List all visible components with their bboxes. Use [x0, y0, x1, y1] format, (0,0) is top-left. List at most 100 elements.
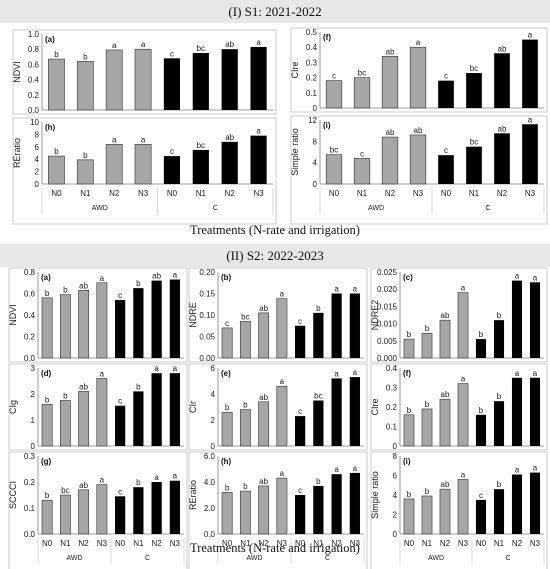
bar [276, 298, 288, 359]
y-tick-label: 0 [313, 180, 318, 189]
panel-label: (f) [323, 33, 331, 42]
significance-letter: a [353, 285, 358, 294]
significance-letter: a [515, 272, 520, 281]
x-tick-label: N2 [79, 539, 90, 548]
bar [493, 489, 505, 534]
chart-panel: 0.000 0.005 0.010 0.015 0.020 0.025 NDRE2 (c) b b… [370, 267, 548, 363]
x-tick-label: N0 [115, 539, 126, 548]
significance-letter: b [479, 406, 484, 415]
significance-letter: c [170, 147, 174, 156]
bar [403, 338, 415, 359]
bar [133, 487, 144, 534]
bar [331, 474, 342, 534]
significance-letter: b [497, 311, 502, 320]
significance-letter: ab [441, 480, 450, 489]
y-tick-label: 0.4 [24, 311, 36, 320]
y-tick-label: 8 [313, 137, 318, 146]
y-tick-label: 0.8 [24, 268, 36, 277]
significance-letter: a [280, 469, 285, 478]
bar [409, 46, 427, 109]
group-label: AWD [368, 205, 384, 212]
significance-letter: b [83, 151, 88, 160]
significance-letter: a [461, 470, 466, 479]
x-tick-label: N2 [440, 539, 451, 548]
significance-letter: b [45, 395, 50, 404]
bar [353, 77, 371, 109]
x-tick-label: N2 [512, 539, 523, 548]
chart-panel: 0.0 0.1 0.2 0.3 SCCCI (g) b bc ab a c b a a N0 N1 N2 N3 N0… [8, 451, 188, 569]
bar [76, 159, 94, 185]
significance-letter: b [136, 382, 141, 391]
significance-letter: b [407, 490, 412, 499]
bar [134, 144, 152, 185]
y-tick-label: 0.2 [28, 91, 40, 100]
significance-letter: a [173, 364, 178, 373]
y-tick-label: 0.8 [28, 45, 40, 54]
y-tick-label: 0.1 [386, 423, 398, 432]
y-tick-label: 6 [393, 472, 398, 481]
bar [403, 498, 415, 535]
x-tick-label: N3 [277, 539, 288, 548]
bar [325, 154, 343, 185]
significance-letter: c [118, 487, 122, 496]
section-2-title: (II) S2: 2022-2023 [0, 244, 550, 267]
bar [331, 293, 342, 358]
bar [133, 288, 144, 358]
bar [313, 312, 324, 358]
significance-letter: b [45, 289, 50, 298]
bar [475, 414, 487, 446]
bar [78, 391, 90, 447]
x-tick-label: N1 [133, 539, 144, 548]
y-tick-label: 0.020 [377, 285, 398, 294]
significance-letter: a [515, 466, 520, 475]
significance-letter: ab [386, 47, 395, 56]
bar [41, 499, 53, 535]
significance-letter: a [461, 284, 466, 293]
panel-label: (h) [221, 457, 232, 466]
chart-panel: 0 2 4 6 8 Simple ratio (i) b b ab a c b a a N0 N1 N2 N3 N0 N… [370, 451, 548, 569]
significance-letter: ab [79, 382, 88, 391]
x-tick-label: N1 [469, 189, 480, 198]
significance-letter: ab [225, 40, 234, 49]
significance-letter: ab [386, 128, 395, 137]
bar [169, 480, 180, 534]
significance-letter: bc [61, 486, 69, 495]
significance-letter: b [243, 482, 248, 491]
bar [381, 56, 399, 109]
x-tick-label: N0 [42, 539, 53, 548]
y-tick-label: 2.0 [204, 504, 216, 513]
bar [151, 482, 162, 534]
x-tick-label: N1 [494, 539, 505, 548]
y-axis-label: NDRE2 [370, 300, 380, 331]
bar [313, 400, 324, 446]
significance-letter: a [141, 40, 146, 49]
significance-letter: a [528, 31, 533, 40]
significance-letter: a [154, 364, 159, 373]
x-tick-label: N2 [152, 539, 163, 548]
significance-letter: ab [79, 281, 88, 290]
bar [192, 149, 209, 184]
y-tick-label: 12 [308, 116, 317, 125]
significance-letter: b [425, 324, 430, 333]
panel-frame [370, 451, 548, 569]
significance-letter: a [515, 369, 520, 378]
significance-letter: c [118, 291, 122, 300]
significance-letter: a [173, 271, 178, 280]
section-1-title: (I) S1: 2021-2022 [0, 0, 550, 23]
bar [295, 325, 306, 358]
y-tick-label: 0.4 [28, 76, 40, 85]
bar [529, 377, 541, 446]
significance-letter: a [100, 274, 105, 283]
y-axis-label: NDVI [8, 304, 18, 326]
bar [439, 488, 451, 535]
y-tick-label: 0.005 [377, 337, 398, 346]
significance-letter: c [360, 149, 364, 158]
bar [349, 472, 360, 534]
panel-frame [188, 363, 368, 451]
significance-letter: c [332, 72, 336, 81]
significance-letter: b [54, 147, 59, 156]
significance-letter: a [280, 290, 285, 299]
bar [96, 282, 108, 359]
bar [421, 332, 433, 359]
x-tick-label: N2 [109, 189, 120, 198]
